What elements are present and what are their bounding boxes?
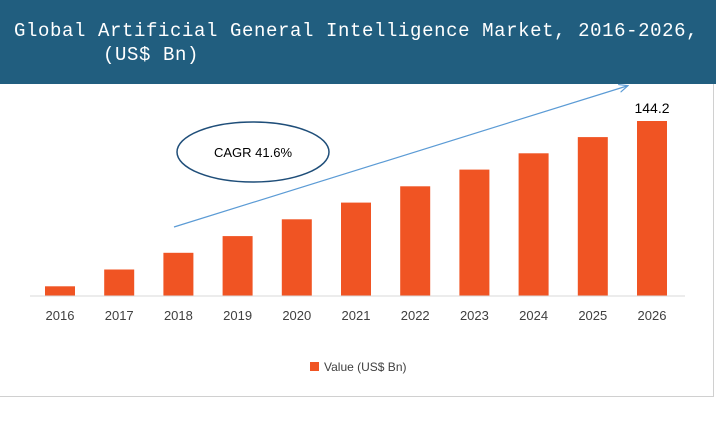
x-tick-label: 2020 (282, 308, 311, 323)
x-tick-label: 2024 (519, 308, 548, 323)
x-tick-label: 2026 (638, 308, 667, 323)
x-tick-label: 2016 (46, 308, 75, 323)
cagr-ellipse (176, 121, 330, 183)
chart-title-line-2: (US$ Bn) (103, 44, 200, 66)
bar-2017 (104, 269, 135, 296)
legend-label: Value (US$ Bn) (324, 360, 406, 374)
bar-2026 (637, 121, 667, 296)
x-tick-label: 2018 (164, 308, 193, 323)
x-tick-label: 2019 (223, 308, 252, 323)
chart-title-banner: Global Artificial General Intelligence M… (0, 0, 716, 84)
bar-2025 (577, 137, 608, 296)
chart-frame: 2016 2017 2018 2019 2020 2021 2022 2023 2024 2025… (0, 84, 714, 397)
x-tick-label: 2022 (401, 308, 430, 323)
bar-2023 (459, 169, 490, 296)
bar-2022 (400, 186, 431, 296)
legend-swatch (310, 362, 319, 371)
bar-2018 (163, 252, 194, 296)
x-tick-label: 2017 (105, 308, 134, 323)
bar-2024 (518, 153, 549, 296)
growth-trend-arrow (173, 86, 627, 228)
bar-2019 (222, 236, 253, 296)
x-tick-label: 2025 (578, 308, 607, 323)
bar-2016 (45, 286, 75, 296)
cagr-annotation: CAGR 41.6% (214, 145, 292, 160)
data-label-2026: 144.2 (634, 100, 669, 116)
bar-2021 (341, 202, 371, 296)
bar-chart: 2016 2017 2018 2019 2020 2021 2022 2023 2024 2025… (30, 84, 685, 374)
chart-title-line-1: Global Artificial General Intelligence M… (14, 20, 699, 42)
x-tick-label: 2023 (460, 308, 489, 323)
x-tick-label: 2021 (342, 308, 371, 323)
bar-2020 (281, 219, 312, 296)
